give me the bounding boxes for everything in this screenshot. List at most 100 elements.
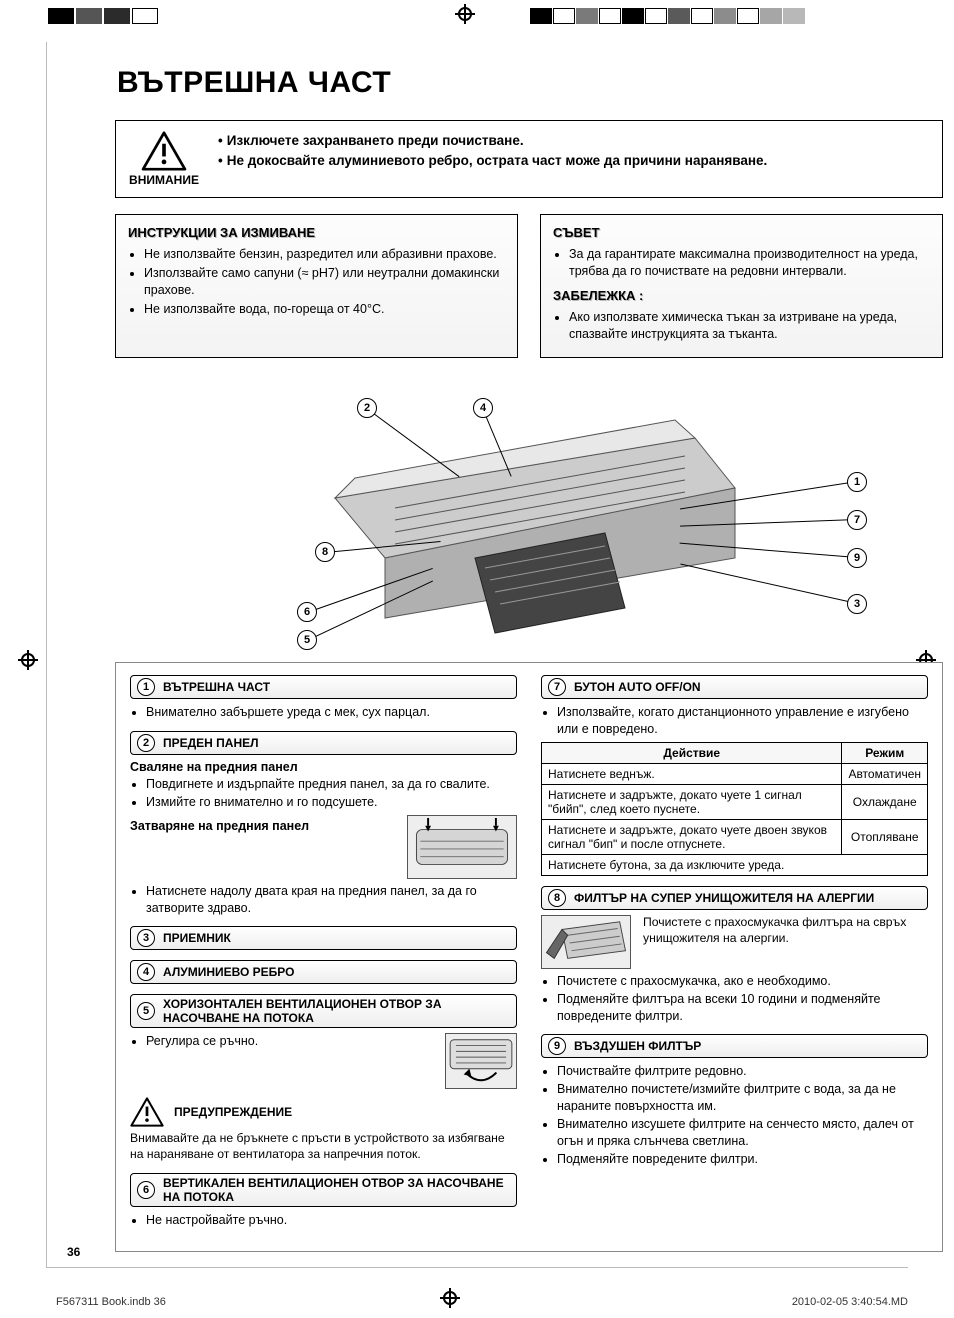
step-2-bullet: Повдигнете и издърпайте предния панел, з… (146, 776, 517, 793)
step-7-intro: Използвайте, когато дистанционното управ… (557, 704, 928, 738)
step-8-side-text: Почистете с прахосмукачка филтъра на свр… (643, 915, 928, 947)
step-6-head: 6 ВЕРТИКАЛЕН ВЕНТИЛАЦИОНЕН ОТВОР ЗА НАСО… (130, 1173, 517, 1207)
step-9-bullet: Внимателно изсушете филтрите на сенчесто… (557, 1116, 928, 1150)
step-5-warn-title: ПРЕДУПРЕЖДЕНИЕ (174, 1105, 292, 1119)
step-5-bullet: Регулира се ръчно. (146, 1033, 435, 1050)
step-2-head: 2 ПРЕДЕН ПАНЕЛ (130, 731, 517, 755)
step-8-bullet: Подменяйте филтъра на всеки 10 години и … (557, 991, 928, 1025)
mode-table: ДействиеРежим Натиснете веднъж.Автоматич… (541, 742, 928, 876)
step-num-8: 8 (548, 889, 566, 907)
mode-val: Охлаждане (842, 784, 928, 819)
diagram-callout-6: 6 (297, 602, 317, 622)
caution-label: ВНИМАНИЕ (129, 173, 199, 187)
diagram-callout-1: 1 (847, 472, 867, 492)
step-4-head: 4 АЛУМИНИЕВО РЕБРО (130, 960, 517, 984)
mode-th-action: Действие (542, 742, 842, 763)
step-9-head: 9 ВЪЗДУШЕН ФИЛТЪР (541, 1034, 928, 1058)
page-number: 36 (67, 1245, 80, 1259)
step-9-bullet: Подменяйте повредените филтри. (557, 1151, 928, 1168)
step-3-title: ПРИЕМНИК (163, 931, 231, 945)
step-8-title: ФИЛТЪР НА СУПЕР УНИЩОЖИТЕЛЯ НА АЛЕРГИИ (574, 891, 874, 905)
register-marks (0, 8, 954, 26)
diagram-callout-7: 7 (847, 510, 867, 530)
filter-vacuum-illustration (541, 915, 631, 969)
step-num-4: 4 (137, 963, 155, 981)
step-1-bullet: Внимателно забършете уреда с мек, сух па… (146, 704, 517, 721)
washing-bullet: Не използвайте бензин, разредител или аб… (144, 246, 505, 263)
washing-instructions: ИНСТРУКЦИИ ЗА ИЗМИВАНЕ Не използвайте бе… (115, 214, 518, 358)
caution-line-1: Изключете захранването преди почистване. (218, 131, 767, 151)
footer-right: 2010-02-05 3:40:54.MD (792, 1296, 908, 1308)
mode-val: Автоматичен (842, 763, 928, 784)
info-columns: ИНСТРУКЦИИ ЗА ИЗМИВАНЕ Не използвайте бе… (115, 214, 943, 358)
step-3-head: 3 ПРИЕМНИК (130, 926, 517, 950)
step-num-7: 7 (548, 678, 566, 696)
step-2-close-bullet: Натиснете надолу двата края на предния п… (146, 883, 517, 917)
step-7-title: БУТОН AUTO OFF/ON (574, 680, 701, 694)
ac-unit-illustration (325, 408, 745, 638)
footer: F567311 Book.indb 36 2010-02-05 3:40:54.… (56, 1296, 908, 1308)
step-num-9: 9 (548, 1037, 566, 1055)
mode-row: Натиснете и задръжте, докато чуете двоен… (542, 819, 842, 854)
step-7-head: 7 БУТОН AUTO OFF/ON (541, 675, 928, 699)
step-9-bullet: Внимателно почистете/измийте филтрите с … (557, 1081, 928, 1115)
note-bullet: Ако използвате химическа тъкан за изтрив… (569, 309, 930, 343)
warning-icon (130, 1097, 164, 1127)
step-2-sub2: Затваряне на предния панел (130, 819, 395, 833)
step-1-title: ВЪТРЕШНА ЧАСТ (163, 680, 270, 694)
instructions-right-col: 7 БУТОН AUTO OFF/ON Използвайте, когато … (541, 675, 928, 1233)
caution-box: ВНИМАНИЕ Изключете захранването преди по… (115, 120, 943, 198)
crosshair-left (18, 650, 38, 670)
tip-bullet: За да гарантирате максимална производите… (569, 246, 930, 280)
instructions-left-col: 1 ВЪТРЕШНА ЧАСТ Внимателно забършете уре… (130, 675, 517, 1233)
step-2-title: ПРЕДЕН ПАНЕЛ (163, 736, 259, 750)
washing-bullet: Използвайте само сапуни (≈ pH7) или неут… (144, 265, 505, 299)
washing-heading: ИНСТРУКЦИИ ЗА ИЗМИВАНЕ (128, 225, 505, 240)
step-5-head: 5 ХОРИЗОНТАЛЕН ВЕНТИЛАЦИОНЕН ОТВОР ЗА НА… (130, 994, 517, 1028)
footer-left: F567311 Book.indb 36 (56, 1296, 166, 1308)
diagram-callout-5: 5 (297, 630, 317, 650)
step-5-title: ХОРИЗОНТАЛЕН ВЕНТИЛАЦИОНЕН ОТВОР ЗА НАСО… (163, 997, 510, 1025)
step-1-head: 1 ВЪТРЕШНА ЧАСТ (130, 675, 517, 699)
step-num-6: 6 (137, 1181, 155, 1199)
step-8-head: 8 ФИЛТЪР НА СУПЕР УНИЩОЖИТЕЛЯ НА АЛЕРГИИ (541, 886, 928, 910)
mode-row: Натиснете веднъж. (542, 763, 842, 784)
page-title: ВЪТРЕШНА ЧАСТ (117, 66, 391, 100)
diagram-callout-4: 4 (473, 398, 493, 418)
close-panel-illustration (407, 815, 517, 879)
note-heading: ЗАБЕЛЕЖКА : (553, 288, 930, 303)
diagram-callout-3: 3 (847, 594, 867, 614)
diagram-callout-8: 8 (315, 542, 335, 562)
step-2-sub1: Сваляне на предния панел (130, 760, 517, 774)
exploded-diagram: 1 2 3 4 5 6 7 8 9 (115, 382, 943, 662)
step-num-2: 2 (137, 734, 155, 752)
louver-illustration (445, 1033, 517, 1089)
step-4-title: АЛУМИНИЕВО РЕБРО (163, 965, 294, 979)
page-frame: ВЪТРЕШНА ЧАСТ ВНИМАНИЕ Изключете захранв… (46, 42, 908, 1268)
instructions-panel: 1 ВЪТРЕШНА ЧАСТ Внимателно забършете уре… (115, 662, 943, 1252)
tip-heading: СЪВЕТ (553, 225, 930, 240)
diagram-callout-9: 9 (847, 548, 867, 568)
caution-text: Изключете захранването преди почистване.… (218, 131, 767, 170)
diagram-callout-2: 2 (357, 398, 377, 418)
step-6-bullet: Не настройвайте ръчно. (146, 1212, 517, 1229)
crosshair-top (455, 4, 475, 24)
caution-icon: ВНИМАНИЕ (124, 131, 204, 187)
step-9-title: ВЪЗДУШЕН ФИЛТЪР (574, 1039, 701, 1053)
mode-last-row: Натиснете бутона, за да изключите уреда. (542, 854, 928, 875)
caution-line-2: Не докосвайте алуминиевото ребро, острат… (218, 151, 767, 171)
step-num-1: 1 (137, 678, 155, 696)
step-5-warning: ПРЕДУПРЕЖДЕНИЕ (130, 1097, 517, 1127)
mode-val: Отопляване (842, 819, 928, 854)
step-6-title: ВЕРТИКАЛЕН ВЕНТИЛАЦИОНЕН ОТВОР ЗА НАСОЧВ… (163, 1176, 510, 1204)
step-9-bullet: Почиствайте филтрите редовно. (557, 1063, 928, 1080)
step-2-bullet: Измийте го внимателно и го подсушете. (146, 794, 517, 811)
step-num-5: 5 (137, 1002, 155, 1020)
mode-row: Натиснете и задръжте, докато чуете 1 сиг… (542, 784, 842, 819)
step-num-3: 3 (137, 929, 155, 947)
mode-th-mode: Режим (842, 742, 928, 763)
washing-bullet: Не използвайте вода, по-гореща от 40°C. (144, 301, 505, 318)
step-8-bullet: Почистете с прахосмукачка, ако е необход… (557, 973, 928, 990)
tip-note-box: СЪВЕТ За да гарантирате максимална произ… (540, 214, 943, 358)
step-5-warn-text: Внимавайте да не бръкнете с пръсти в уст… (130, 1131, 517, 1163)
